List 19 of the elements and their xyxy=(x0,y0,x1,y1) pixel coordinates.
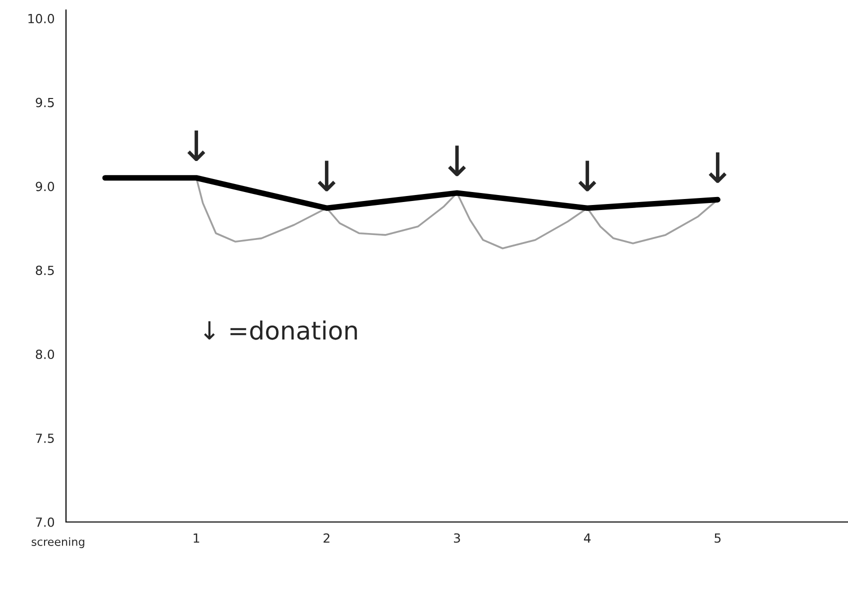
y-tick-label: 9.5 xyxy=(36,98,54,108)
y-tick-label: 7.5 xyxy=(36,434,54,443)
x-axis-title: screening xyxy=(32,537,84,548)
annotation: ↓ xyxy=(318,160,336,192)
x-tick-label: 5 xyxy=(714,533,721,543)
annotation: ↓ =donation xyxy=(204,320,357,340)
y-tick-label: 9.0 xyxy=(36,182,54,192)
annotation: ↓ xyxy=(708,152,727,183)
annotation: ↓ xyxy=(448,146,466,176)
y-tick-label: 8.5 xyxy=(36,266,54,276)
annotation: ↓ xyxy=(187,130,206,162)
x-tick-label: 1 xyxy=(194,533,200,543)
x-tick-label: 4 xyxy=(584,533,591,543)
y-tick-label: 8.0 xyxy=(36,350,54,360)
annotation: ↓ xyxy=(578,160,596,192)
y-tick-label: 10.0 xyxy=(28,14,54,24)
x-tick-label: 3 xyxy=(454,533,460,543)
x-tick-label: 2 xyxy=(324,533,330,543)
y-tick-label: 7.0 xyxy=(36,517,54,527)
